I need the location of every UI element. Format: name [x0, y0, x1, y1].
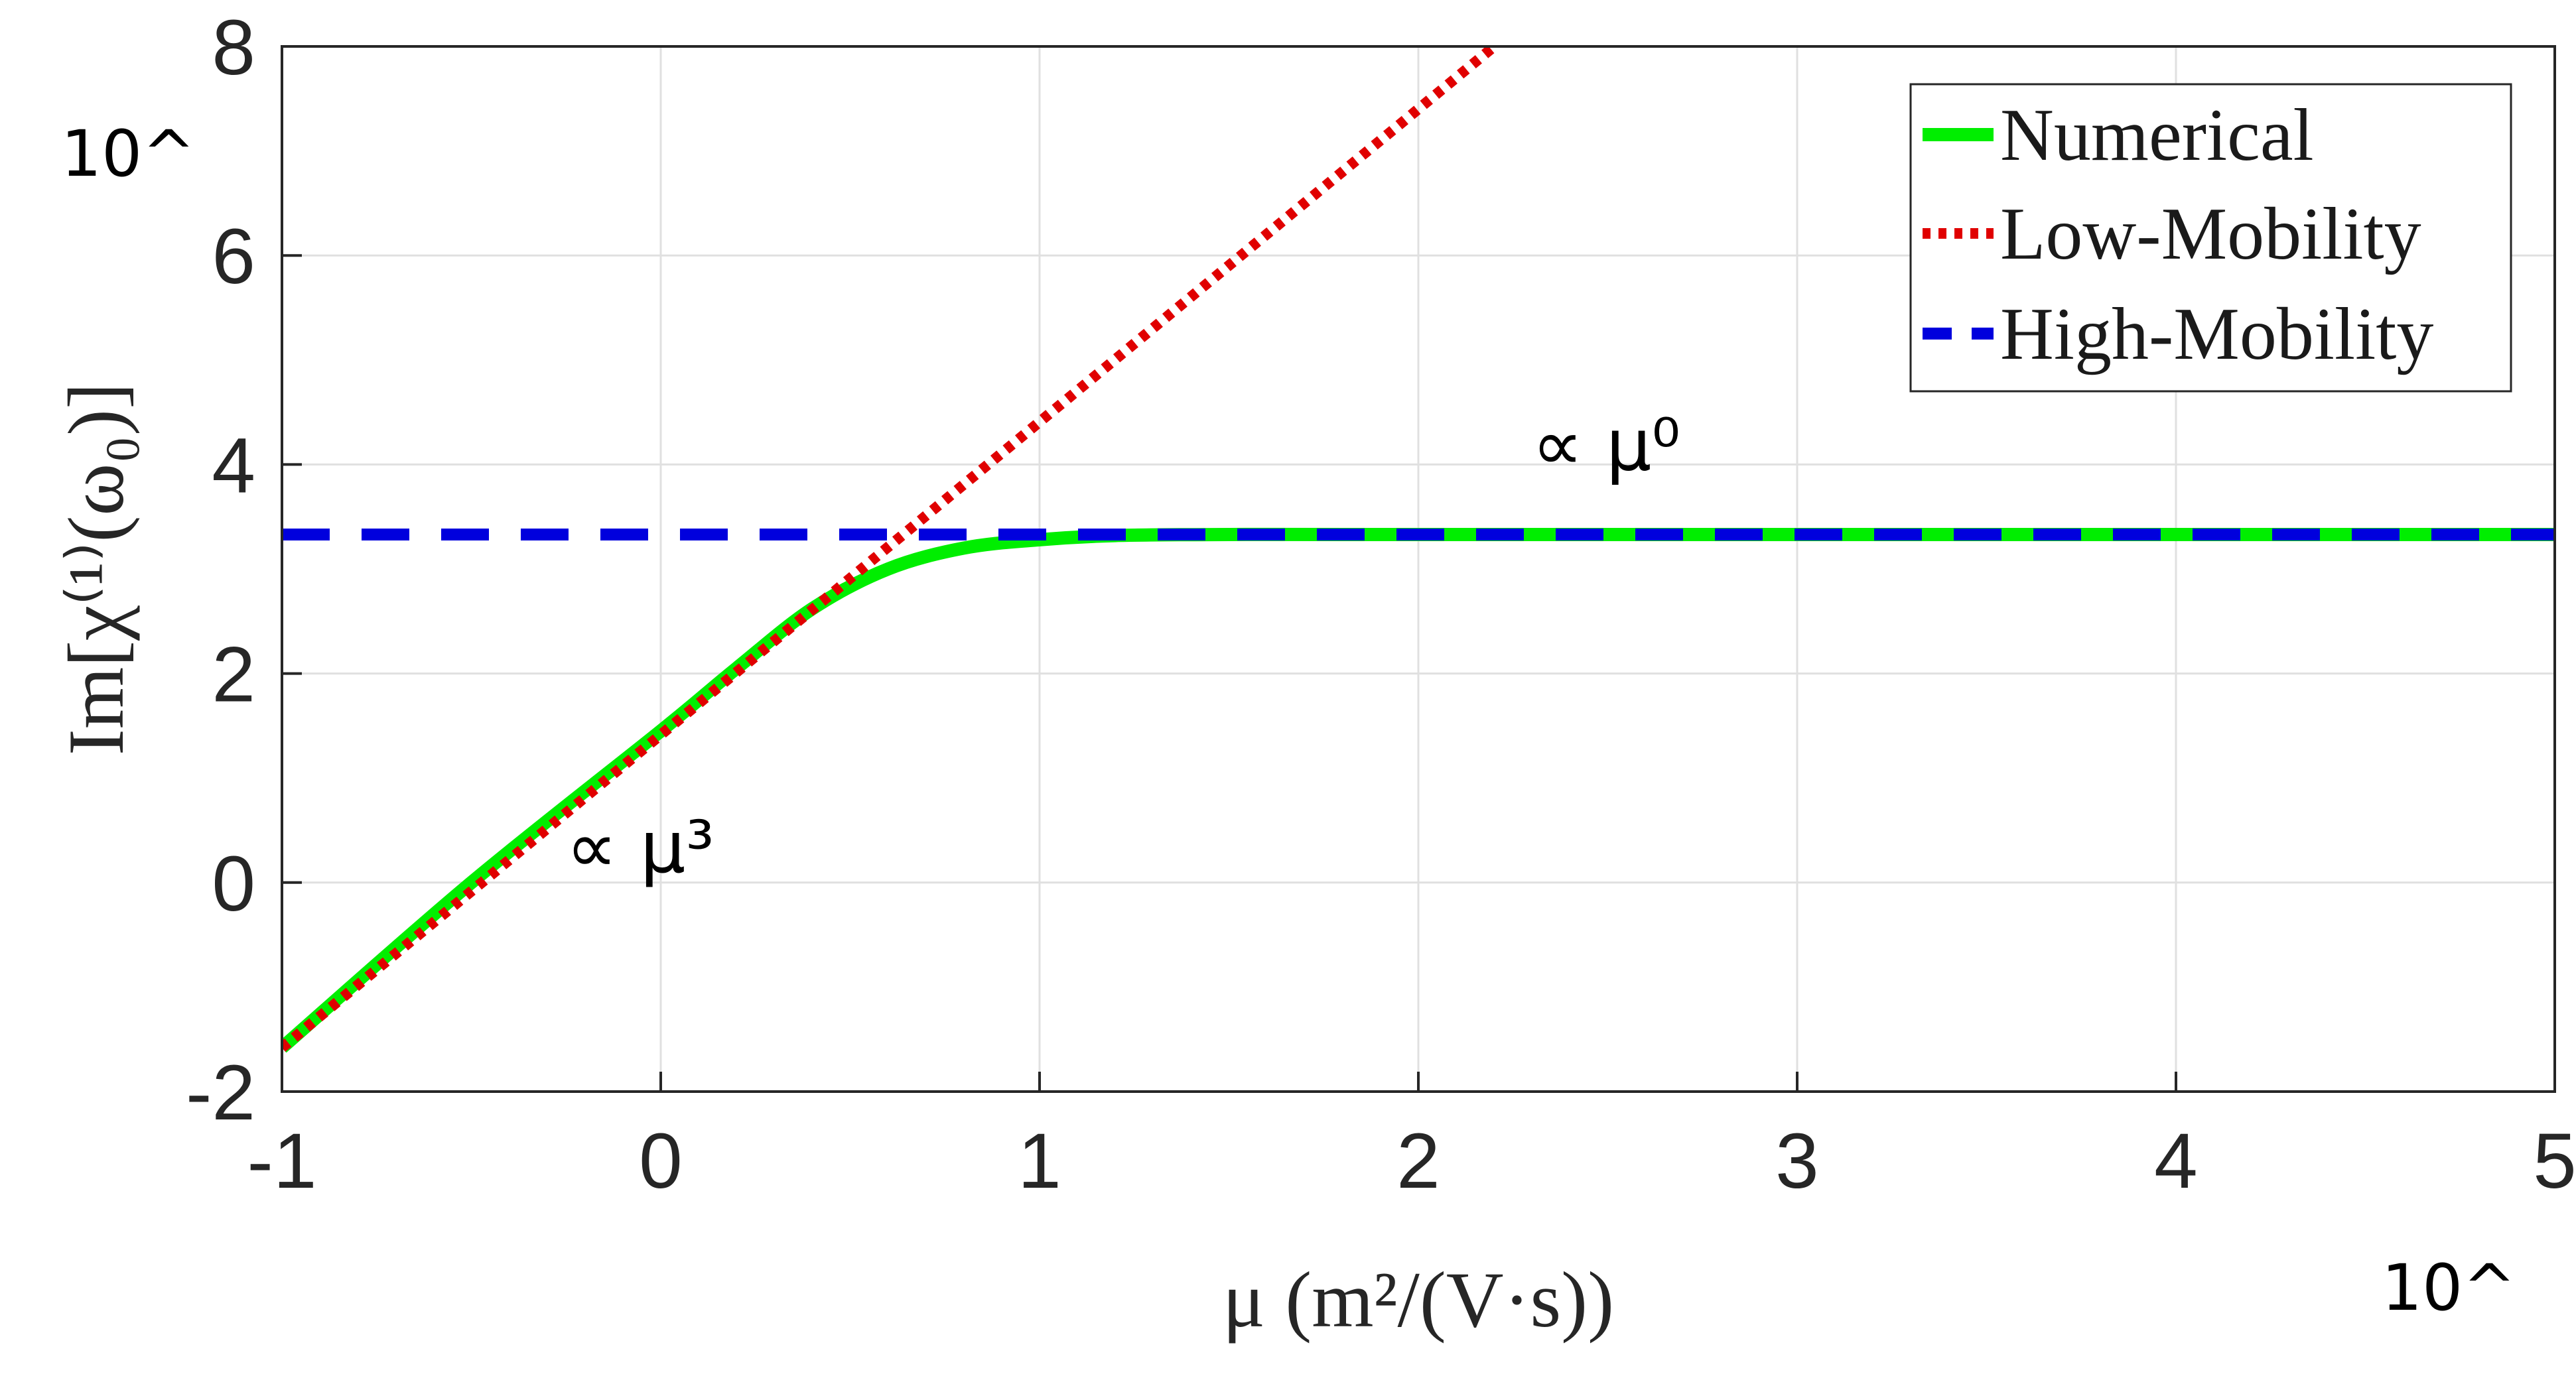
legend: Numerical Low-Mobility High-Mobility: [1909, 83, 2512, 393]
x-tick-label: 1: [1018, 1117, 1061, 1205]
annotation-label: ∝ μ⁰: [1532, 404, 1680, 487]
legend-label: High-Mobility: [2000, 293, 2433, 375]
y-tick-label: 6: [212, 213, 255, 300]
y-tick-label: 2: [212, 631, 255, 719]
x-tick-label: 0: [639, 1117, 683, 1205]
legend-entries: Numerical Low-Mobility High-Mobility: [1923, 94, 2433, 375]
y-axis-multiplier: 10^: [61, 117, 196, 191]
x-axis-multiplier: 10^: [2382, 1251, 2516, 1325]
y-tick-label: 8: [212, 4, 255, 92]
annotation-label: ∝ μ³: [566, 806, 714, 889]
legend-label: Low-Mobility: [2000, 193, 2421, 275]
y-tick-label: -2: [186, 1049, 255, 1137]
x-tick-label: 5: [2533, 1117, 2576, 1205]
legend-box: [1909, 83, 2512, 393]
x-tick-label: 2: [1396, 1117, 1440, 1205]
legend-label: Numerical: [2000, 94, 2314, 176]
x-tick-label: 4: [2154, 1117, 2198, 1205]
x-tick-label: 3: [1775, 1117, 1819, 1205]
series-group: [282, 46, 2555, 1053]
annotations: ∝ μ³ ∝ μ⁰: [566, 404, 1680, 889]
y-axis-label: Im[χ⁽¹⁾(ω₀)]: [52, 383, 140, 755]
ticks: -1 0 1 2 3 4 5 -2 0 2 4 6 8: [186, 4, 2576, 1205]
series-line-low-mobility: [282, 46, 1498, 1052]
y-tick-label: 0: [212, 840, 255, 928]
y-tick-label: 4: [212, 422, 255, 509]
x-axis-label: μ (m²/(V·s)): [1223, 1255, 1614, 1344]
x-tick-label: -1: [247, 1117, 317, 1205]
